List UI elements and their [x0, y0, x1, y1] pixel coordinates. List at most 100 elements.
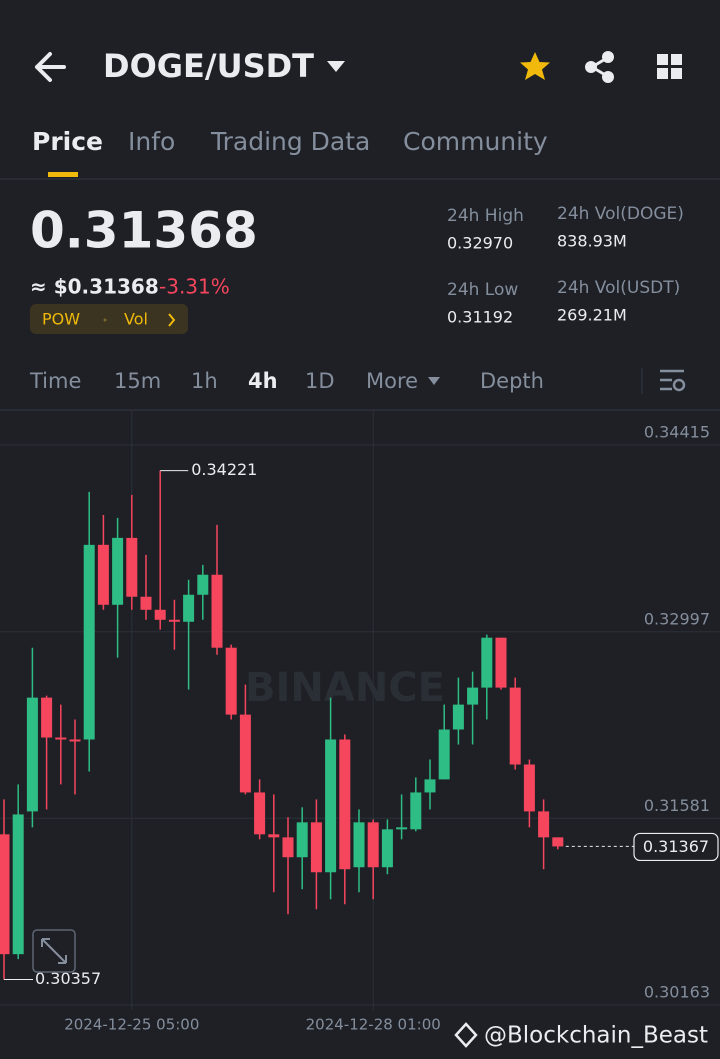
tab[interactable]: Info	[128, 127, 175, 156]
back-button[interactable]	[35, 52, 66, 82]
back-arrow	[35, 52, 66, 82]
grid-cell	[657, 54, 668, 65]
tab[interactable]: Price	[32, 127, 103, 156]
current-price-box	[633, 832, 719, 862]
candle-body	[310, 822, 322, 873]
candle-body	[353, 822, 365, 868]
grid-cell	[657, 68, 668, 79]
candle-body	[41, 697, 53, 738]
candle-body	[168, 619, 180, 622]
grid-cell	[671, 54, 682, 65]
share-dot	[602, 51, 614, 63]
candle-body	[523, 764, 535, 812]
stat-label: 24h High	[447, 206, 524, 226]
tag-chevron	[168, 313, 176, 327]
candle-body	[0, 834, 10, 955]
interval[interactable]: 1h	[191, 369, 218, 393]
candle-body	[381, 829, 393, 868]
stats: 24h High 0.32970 24h Vol(DOGE) 838.93M 24h L…	[447, 204, 684, 327]
stat-value: 269.21M	[557, 306, 627, 325]
share-dot	[585, 61, 597, 73]
candle-body	[97, 544, 109, 605]
interval-bar: Time 15m 1h 4h 1D More Depth	[29, 369, 544, 393]
tab-indicator	[48, 172, 78, 177]
candle-body	[424, 779, 436, 793]
y-tick-label: 0.31581	[644, 796, 710, 815]
candle-body	[211, 574, 223, 648]
interval[interactable]: 4h	[248, 369, 278, 393]
watermark: BINANCE	[245, 665, 445, 711]
candle-body	[154, 609, 166, 620]
high-label: 0.34221	[191, 460, 257, 479]
candle-body	[140, 596, 152, 610]
last-price: 0.31368	[30, 202, 258, 260]
candle-body	[339, 739, 351, 870]
share-dot	[602, 71, 614, 83]
tabs: Price Info Trading Data Community	[32, 127, 548, 156]
candle-body	[325, 739, 337, 873]
candle-body	[296, 822, 308, 858]
more-dropdown[interactable]	[428, 377, 440, 385]
tag: POW	[42, 310, 80, 329]
candle-body	[268, 834, 280, 838]
x-tick-label: 2024-12-28 01:00	[306, 1016, 441, 1034]
candle-body	[481, 637, 493, 688]
candle-body	[438, 729, 450, 780]
interval[interactable]: 15m	[114, 369, 161, 393]
candle-body	[509, 687, 521, 765]
candle-body	[410, 792, 422, 830]
candle-body	[83, 544, 95, 740]
pair-title[interactable]: DOGE/USDT	[103, 47, 314, 85]
interval[interactable]: More	[366, 369, 418, 393]
pair-dropdown[interactable]	[327, 61, 345, 72]
candle-body	[282, 837, 294, 858]
interval[interactable]: Depth	[480, 369, 544, 393]
tag-box[interactable]	[30, 304, 188, 334]
grid-menu[interactable]	[657, 54, 682, 79]
candle-body	[367, 822, 379, 868]
y-tick-label: 0.30163	[644, 982, 710, 1001]
interval[interactable]: 1D	[305, 369, 335, 393]
candle-body	[552, 837, 564, 847]
stat-value: 838.93M	[557, 232, 627, 251]
chart-settings[interactable]	[660, 369, 686, 392]
expand-button[interactable]	[32, 929, 76, 973]
candle-body	[26, 697, 38, 812]
price-change: -3.31%	[159, 275, 230, 299]
favorite-star[interactable]	[520, 52, 550, 80]
candle-body	[495, 637, 507, 688]
stat-label: 24h Vol(USDT)	[557, 278, 680, 298]
candle-body	[112, 537, 124, 605]
low-label: 0.30357	[35, 969, 101, 988]
candle-body	[12, 814, 24, 955]
candle-body	[538, 811, 550, 838]
share-button[interactable]	[585, 51, 614, 83]
credit-logo	[454, 1022, 478, 1048]
stat-label: 24h Low	[447, 280, 518, 300]
candle-body	[197, 574, 209, 595]
candle-body	[239, 714, 251, 793]
tab[interactable]: Trading Data	[210, 127, 370, 156]
y-tick-label: 0.32997	[644, 609, 710, 628]
grid-cell	[671, 68, 682, 79]
tag-dot	[103, 318, 107, 322]
candle-body	[254, 792, 266, 835]
x-tick-label: 2024-12-25 05:00	[64, 1016, 199, 1034]
settings-gear	[672, 378, 686, 392]
stat-value: 0.31192	[447, 308, 513, 327]
stat-label: 24h Vol(DOGE)	[557, 204, 684, 224]
candle-body	[452, 704, 464, 730]
stat-value: 0.32970	[447, 234, 513, 253]
candlestick-chart: BINANCE 2024-12-25 05:00 2024-12-28 01:00 0…	[0, 410, 720, 1034]
tab[interactable]: Community	[403, 127, 548, 156]
candle-body	[467, 687, 479, 705]
candle-body	[396, 827, 408, 830]
expand-icon	[41, 938, 67, 964]
candle-body	[225, 647, 237, 715]
tag: Vol	[124, 310, 148, 329]
candle-body	[126, 537, 138, 597]
interval[interactable]: Time	[29, 369, 81, 393]
candle-body	[183, 594, 195, 622]
